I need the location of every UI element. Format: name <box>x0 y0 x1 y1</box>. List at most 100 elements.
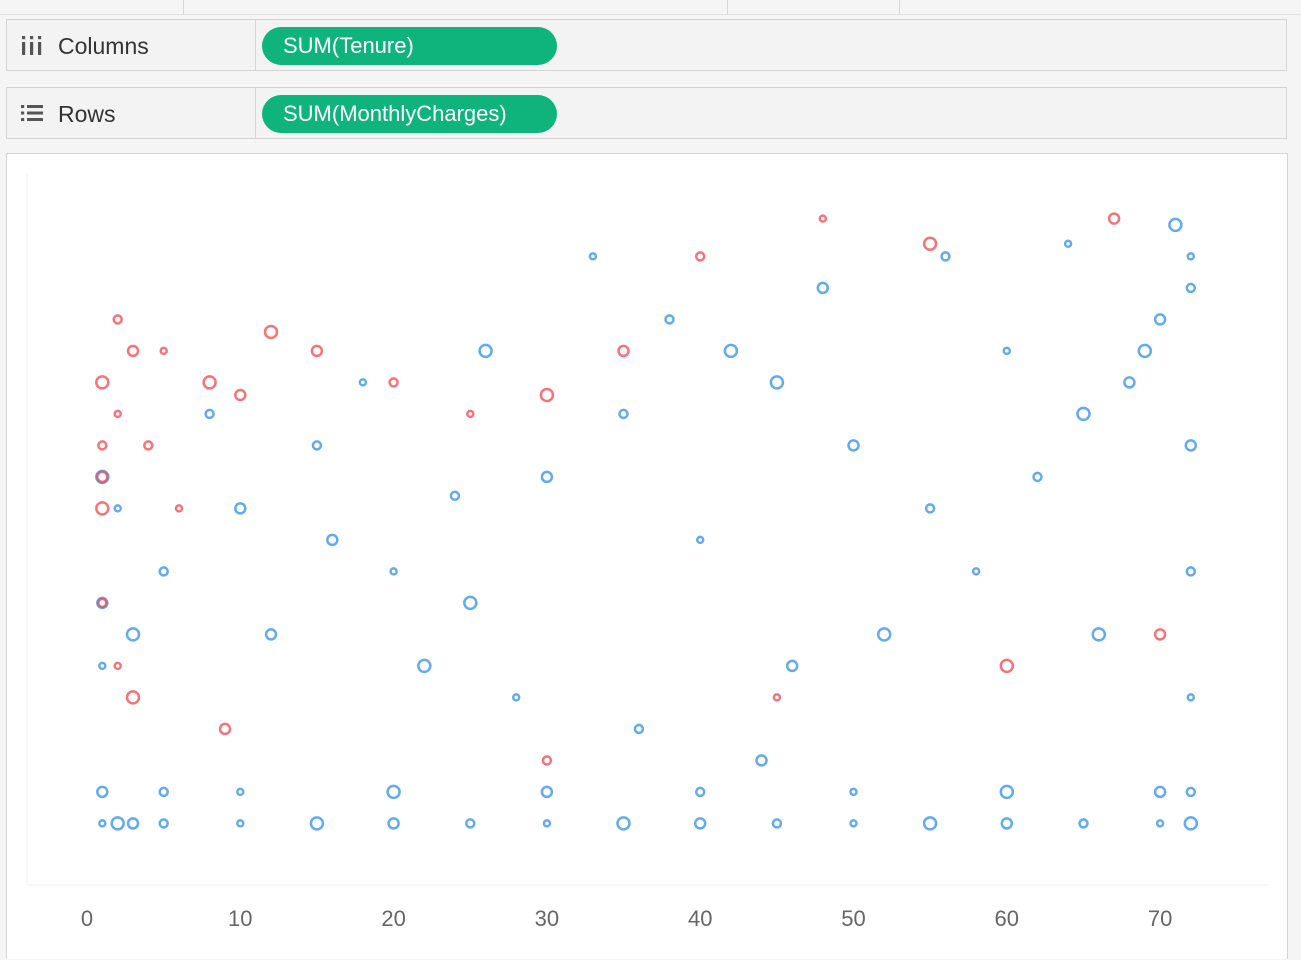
data-point[interactable] <box>98 819 107 828</box>
data-point[interactable] <box>1153 313 1167 326</box>
data-point[interactable] <box>1183 816 1199 831</box>
data-point[interactable] <box>113 409 122 419</box>
data-point[interactable] <box>1091 627 1107 642</box>
data-point[interactable] <box>771 818 783 829</box>
data-point[interactable] <box>694 251 706 262</box>
data-point[interactable] <box>236 819 245 828</box>
data-point[interactable] <box>540 785 554 799</box>
data-point[interactable] <box>236 787 245 797</box>
data-point[interactable] <box>723 343 739 359</box>
rows-shelf[interactable]: Rows SUM(MonthlyCharges) <box>6 87 1287 139</box>
data-point[interactable] <box>388 377 399 388</box>
data-point[interactable] <box>511 693 521 702</box>
data-point[interactable] <box>1076 406 1091 422</box>
data-point[interactable] <box>1168 217 1183 233</box>
data-point[interactable] <box>1000 817 1014 830</box>
data-point[interactable] <box>389 567 398 576</box>
data-point[interactable] <box>387 817 400 830</box>
data-point[interactable] <box>126 817 140 830</box>
data-point[interactable] <box>618 408 629 420</box>
data-point[interactable] <box>1153 785 1167 799</box>
data-point[interactable] <box>113 661 122 671</box>
data-point[interactable] <box>97 440 108 451</box>
data-point[interactable] <box>617 344 630 358</box>
data-point[interactable] <box>1063 239 1073 249</box>
data-point[interactable] <box>1107 212 1121 225</box>
data-point[interactable] <box>96 785 109 799</box>
data-point[interactable] <box>417 658 432 674</box>
data-point[interactable] <box>174 504 184 513</box>
data-point[interactable] <box>1186 252 1196 261</box>
data-point[interactable] <box>1078 818 1089 829</box>
data-point[interactable] <box>125 627 141 642</box>
data-point[interactable] <box>264 628 278 641</box>
data-point[interactable] <box>816 281 830 295</box>
data-point[interactable] <box>924 503 936 514</box>
data-point[interactable] <box>940 251 951 262</box>
scatter-plot[interactable]: 0 10 20 30 40 50 60 70 <box>7 154 1287 960</box>
data-point[interactable] <box>922 816 938 831</box>
data-point[interactable] <box>876 627 892 642</box>
data-point[interactable] <box>202 375 217 390</box>
data-point[interactable] <box>616 816 631 831</box>
data-point[interactable] <box>818 214 828 223</box>
data-point[interactable] <box>1032 471 1043 483</box>
data-point[interactable] <box>1184 439 1198 452</box>
data-point[interactable] <box>112 314 123 325</box>
data-point[interactable] <box>465 818 476 829</box>
data-point[interactable] <box>113 504 122 513</box>
data-point[interactable] <box>309 816 325 831</box>
data-point[interactable] <box>1155 819 1165 828</box>
data-point[interactable] <box>755 754 768 767</box>
data-point[interactable] <box>463 595 478 611</box>
data-point[interactable] <box>541 755 553 766</box>
data-point[interactable] <box>1123 376 1136 389</box>
data-point[interactable] <box>633 723 645 735</box>
data-point[interactable] <box>125 690 141 705</box>
data-point[interactable] <box>386 784 401 800</box>
data-point[interactable] <box>693 817 707 830</box>
data-point[interactable] <box>1137 343 1153 359</box>
data-point[interactable] <box>234 502 247 515</box>
data-point[interactable] <box>126 344 140 358</box>
data-point[interactable] <box>849 819 858 828</box>
data-point[interactable] <box>143 440 154 451</box>
data-point[interactable] <box>159 346 168 356</box>
data-point[interactable] <box>772 693 782 702</box>
data-point[interactable] <box>358 378 368 387</box>
data-point[interactable] <box>158 818 169 829</box>
data-point[interactable] <box>466 409 475 419</box>
data-point[interactable] <box>1186 693 1196 702</box>
data-point[interactable] <box>922 236 938 252</box>
data-point[interactable] <box>999 658 1015 674</box>
data-point[interactable] <box>1185 282 1197 294</box>
data-point[interactable] <box>1185 786 1197 798</box>
data-point[interactable] <box>204 408 215 420</box>
data-point[interactable] <box>311 440 323 451</box>
data-point[interactable] <box>1185 566 1197 577</box>
data-point[interactable] <box>539 387 555 403</box>
data-point[interactable] <box>695 535 705 545</box>
data-point[interactable] <box>158 786 169 798</box>
data-point[interactable] <box>849 787 858 797</box>
tenure-pill[interactable]: SUM(Tenure) <box>262 27 557 65</box>
data-point[interactable] <box>1002 346 1012 356</box>
data-point[interactable] <box>999 784 1015 800</box>
data-point[interactable] <box>97 597 108 609</box>
data-point[interactable] <box>95 501 110 516</box>
data-point[interactable] <box>540 470 554 484</box>
data-point[interactable] <box>694 786 706 798</box>
data-point[interactable] <box>971 567 981 576</box>
data-point[interactable] <box>542 819 552 828</box>
data-point[interactable] <box>98 661 107 671</box>
data-point[interactable] <box>95 375 110 390</box>
data-point[interactable] <box>310 344 324 358</box>
monthly-charges-pill[interactable]: SUM(MonthlyCharges) <box>262 95 557 133</box>
data-point[interactable] <box>769 375 785 390</box>
data-point[interactable] <box>110 816 125 831</box>
data-point[interactable] <box>218 722 232 736</box>
data-point[interactable] <box>263 324 279 340</box>
data-point[interactable] <box>785 659 799 673</box>
data-point[interactable] <box>326 533 339 547</box>
columns-shelf[interactable]: Columns SUM(Tenure) <box>6 19 1287 71</box>
